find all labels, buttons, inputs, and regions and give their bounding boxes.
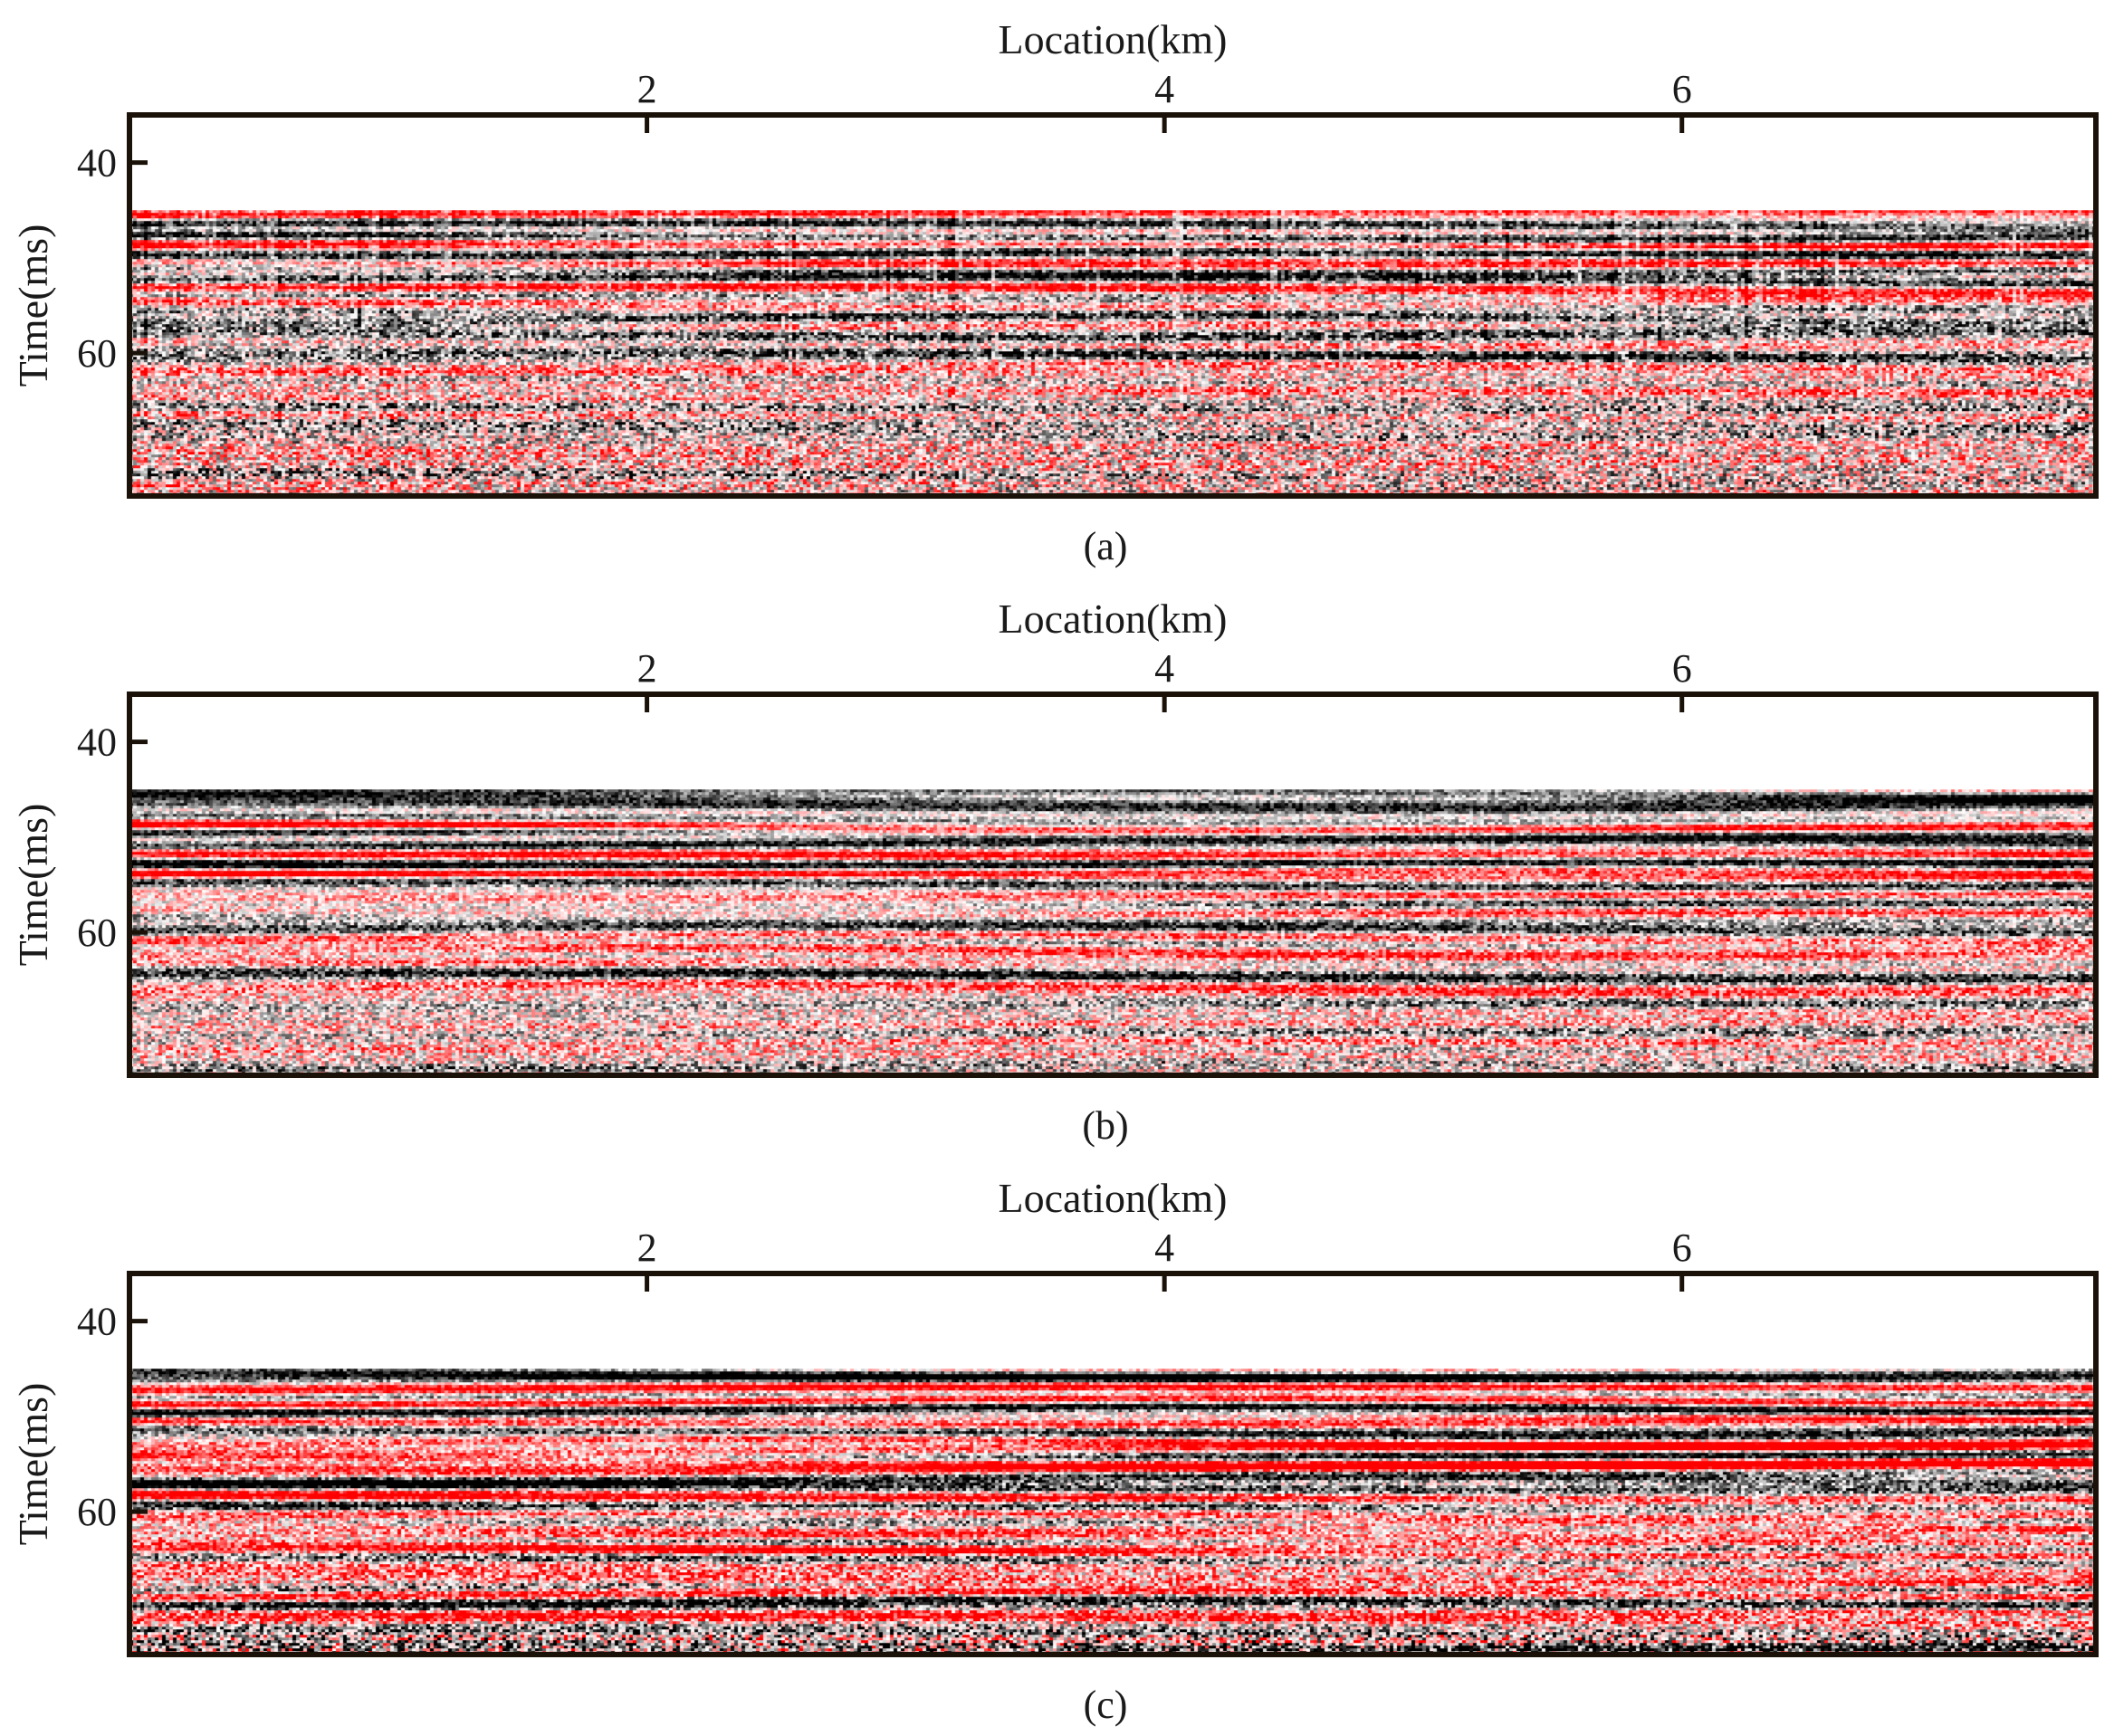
seismic-image xyxy=(129,210,2096,497)
x-tick-label: 2 xyxy=(637,67,657,111)
y-tick-label: 60 xyxy=(77,331,117,376)
seismic-panel-1: 2 4 6 40 60 Location(km) Time(ms) (a) xyxy=(10,16,2099,568)
y-tick-label: 40 xyxy=(77,1300,117,1344)
x-tick-label: 6 xyxy=(1672,67,1692,111)
y-tick-label: 60 xyxy=(77,911,117,955)
plot-frame xyxy=(127,692,2099,1078)
y-axis-title: Time(ms) xyxy=(10,224,56,387)
x-axis-title: Location(km) xyxy=(999,1175,1228,1221)
y-tick-label: 40 xyxy=(77,141,117,186)
panel-caption: (c) xyxy=(1084,1683,1128,1727)
x-tick-label: 2 xyxy=(637,646,657,691)
x-tick-label: 6 xyxy=(1672,646,1692,691)
seismic-panel-3: 2 4 6 40 60 Location(km) Time(ms) (c) xyxy=(10,1175,2099,1727)
x-tick-label: 4 xyxy=(1154,1226,1174,1270)
y-tick-label: 40 xyxy=(77,720,117,765)
seismic-image xyxy=(129,789,2096,1076)
y-tick-label: 60 xyxy=(77,1490,117,1534)
seismic-panel-2: 2 4 6 40 60 Location(km) Time(ms) (b) xyxy=(10,596,2099,1148)
x-axis-title: Location(km) xyxy=(999,596,1228,642)
y-axis-title: Time(ms) xyxy=(10,804,56,967)
panel-caption: (b) xyxy=(1082,1103,1128,1148)
x-tick-label: 6 xyxy=(1672,1226,1692,1270)
x-tick-label: 4 xyxy=(1154,646,1174,691)
x-tick-label: 2 xyxy=(637,1226,657,1270)
x-tick-label: 4 xyxy=(1154,67,1174,111)
x-axis-title: Location(km) xyxy=(999,16,1228,62)
plot-frame xyxy=(127,112,2099,499)
y-axis-title: Time(ms) xyxy=(10,1383,56,1546)
panel-caption: (a) xyxy=(1084,524,1128,568)
seismic-image xyxy=(129,1369,2096,1655)
plot-frame xyxy=(127,1271,2099,1657)
